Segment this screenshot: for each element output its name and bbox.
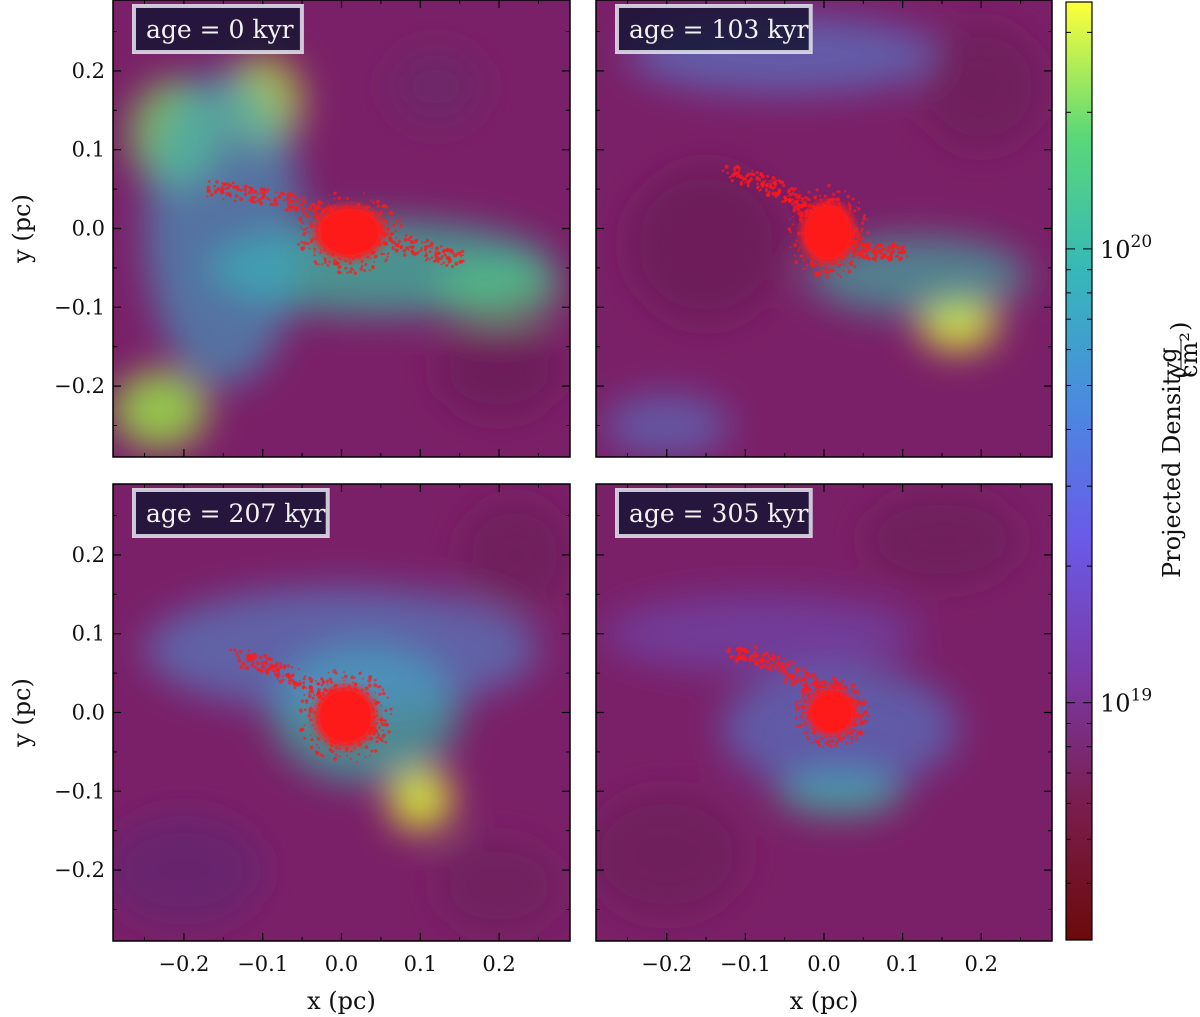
y-tick-label: −0.2 [54,374,105,398]
ticks [113,484,570,941]
density-blob [388,767,452,831]
x-axis-label: x (pc) [790,987,859,1015]
age-label-box: age = 207 kyr [132,488,330,538]
density-map [596,484,1052,941]
colorbar-tick-label: 1019 [1100,686,1152,718]
colorbar-gradient [1065,1,1093,941]
y-tick-label: −0.2 [54,858,105,882]
svg-text:cm²: cm² [1175,332,1200,378]
age-label-box: age = 305 kyr [615,488,813,538]
y-axis-label: y (pc) [8,678,36,748]
density-blob [603,594,919,674]
density-blob [596,791,746,918]
x-tick-label: −0.2 [158,952,209,976]
colorbar-label: Projected Density [1158,362,1186,579]
panel-p3: −0.2 −0.1 0.0 0.1 0.2 x (pc) age = 305 kyr [595,483,1053,1015]
x-tick-label: 0.0 [807,952,840,976]
age-label: age = 207 kyr [146,499,325,528]
x-tick-label: −0.2 [641,952,692,976]
star-particles [206,180,465,275]
x-tick-label: −0.1 [237,952,288,976]
star-particles [724,644,871,749]
y-tick-label: 0.2 [72,59,105,83]
x-axis-label: x (pc) [307,987,376,1015]
panel-p1: age = 103 kyr [595,0,1053,458]
age-label-box: age = 0 kyr [132,4,304,54]
density-blob [603,393,730,457]
ticks [113,0,570,457]
ticks [596,484,1052,941]
y-tick-label: −0.1 [54,779,105,803]
age-label: age = 0 kyr [146,15,294,44]
density-blob [627,165,785,324]
x-tick-label: 0.0 [325,952,358,976]
density-blob [436,323,563,418]
density-map [113,0,570,457]
density-blob [388,47,484,127]
density-blob [459,499,570,611]
density-map [113,484,570,941]
y-tick-label: 0.2 [72,543,105,567]
svg-text:): ) [1166,322,1194,331]
age-label: age = 103 kyr [629,15,808,44]
y-tick-label: 0.1 [72,138,105,162]
y-axis-label: y (pc) [8,194,36,264]
density-blob [144,586,539,713]
svg-text:(: ( [1166,370,1194,379]
star-particles [721,164,909,279]
density-blob [918,23,1045,150]
star-particles [228,648,393,764]
colorbar-tick-label: 1020 [1100,232,1152,264]
y-tick-label: 0.0 [72,217,105,241]
age-label-box: age = 103 kyr [615,4,813,54]
age-label: age = 305 kyr [629,499,808,528]
panel-p2: −0.2 −0.1 0.0 0.1 0.2 0.2 0.1 0.0 −0.1 −0.2 x (pc)… [8,483,571,1015]
density-blob [113,370,208,450]
panel-p0: 0.2 0.1 0.0 −0.1 −0.2 y (pc) age = 0 kyr [8,0,571,458]
density-blob [863,491,1021,587]
x-tick-label: 0.2 [965,952,998,976]
svg-text:g: g [1154,347,1182,362]
density-blob [436,260,563,324]
density-blob [436,838,563,934]
density-blob [113,814,263,926]
density-blob [144,70,303,387]
density-map [596,0,1052,457]
x-tick-label: 0.1 [404,952,437,976]
x-tick-label: 0.1 [886,952,919,976]
x-tick-label: 0.2 [482,952,515,976]
x-tick-label: −0.1 [720,952,771,976]
y-tick-label: −0.1 [54,295,105,319]
y-tick-label: 0.0 [72,701,105,725]
y-tick-label: 0.1 [72,622,105,646]
